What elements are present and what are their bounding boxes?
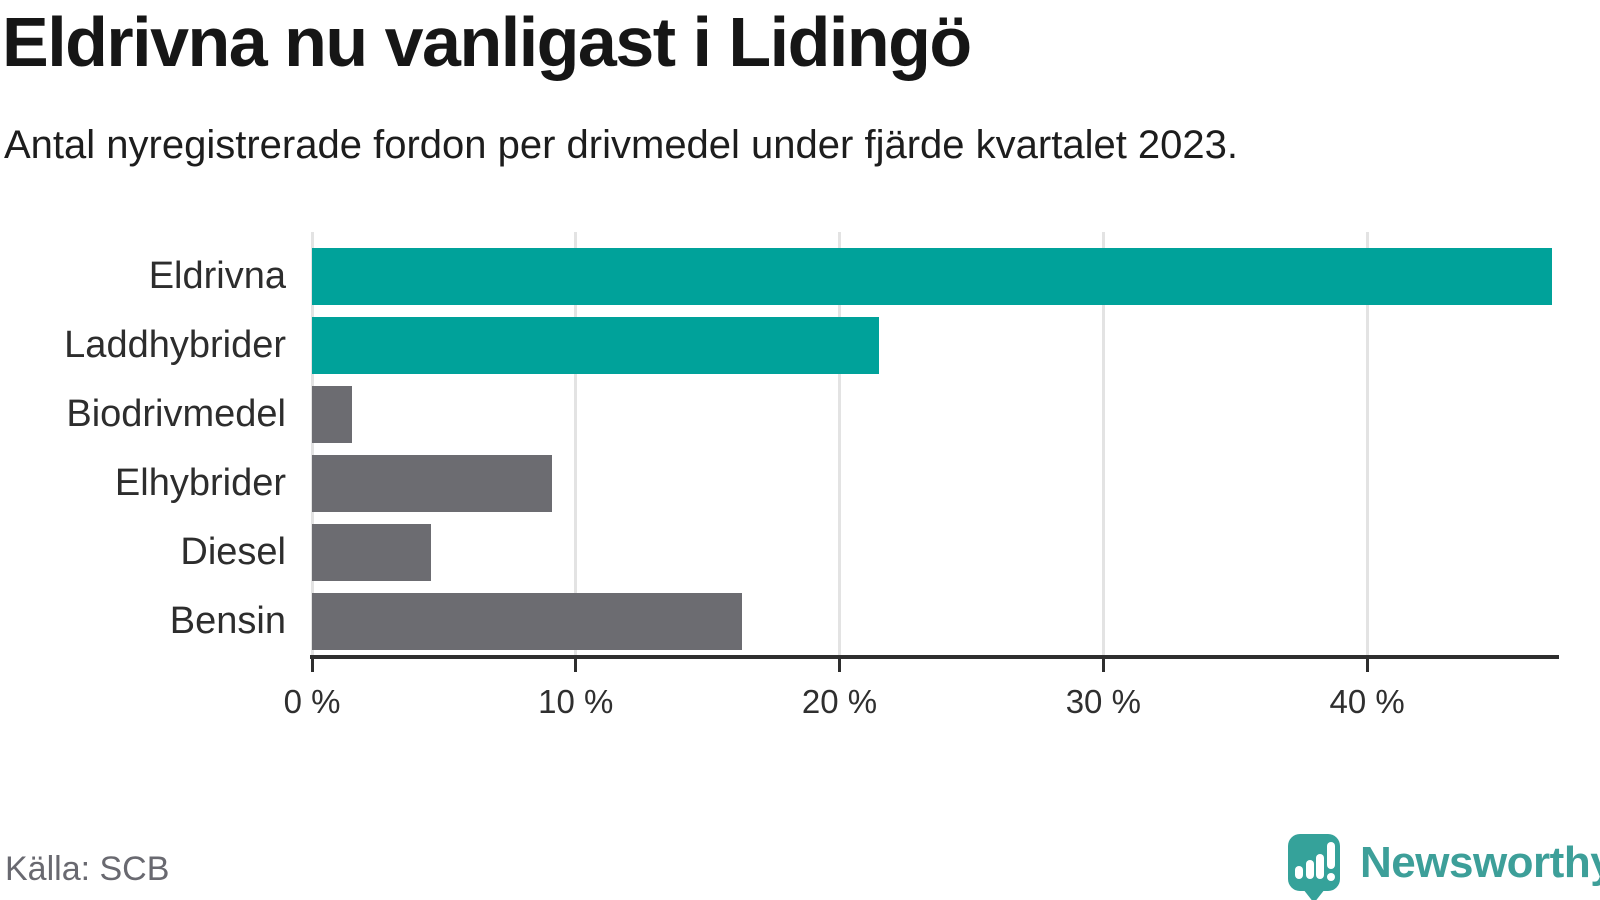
gridline — [310, 232, 314, 655]
logo-chart-bar-icon — [1295, 866, 1303, 879]
x-axis-tick — [574, 655, 578, 672]
x-axis-tick — [838, 655, 842, 672]
x-tick-label: 0 % — [283, 683, 341, 720]
gridline — [1365, 232, 1369, 655]
x-axis-line — [310, 655, 1559, 659]
gridline — [574, 232, 578, 655]
bar-elhybrider — [312, 455, 553, 512]
x-tick-label: 30 % — [1065, 683, 1141, 720]
y-axis-label-bensin: Bensin — [169, 600, 286, 642]
bar-bensin — [312, 593, 742, 650]
plot-area — [310, 232, 1557, 655]
bar-eldrivna — [312, 248, 1552, 305]
logo-exclamation-dot-icon — [1326, 873, 1335, 881]
y-axis-label-elhybrider: Elhybrider — [114, 462, 286, 504]
logo-chart-bar-icon — [1316, 854, 1324, 879]
y-axis-label-biodrivmedel: Biodrivmedel — [66, 393, 286, 435]
source-note: Källa: SCB — [5, 850, 170, 888]
gridline — [1101, 232, 1105, 655]
gridline — [838, 232, 842, 655]
y-axis-labels: Eldrivna Laddhybrider Biodrivmedel Elhybrid… — [0, 232, 286, 655]
x-axis-tick — [310, 655, 314, 672]
x-tick-label: 10 % — [538, 683, 614, 720]
bar-biodrivmedel — [312, 386, 352, 443]
logo-bubble-tail — [1303, 889, 1325, 900]
y-axis-label-diesel: Diesel — [180, 531, 286, 573]
x-axis-tick — [1365, 655, 1369, 672]
y-axis-label-laddhybrider: Laddhybrider — [64, 324, 286, 366]
chart-subtitle: Antal nyregistrerade fordon per drivmede… — [4, 123, 1239, 167]
x-tick-label: 20 % — [801, 683, 878, 720]
bar-diesel — [312, 524, 431, 581]
chart-title: Eldrivna nu vanligast i Lidingö — [2, 3, 972, 81]
logo-chart-bar-icon — [1305, 860, 1314, 879]
newsworthy-speech-bubble-bar-chart-icon — [1288, 834, 1340, 900]
x-tick-label: 40 % — [1329, 683, 1405, 720]
y-axis-label-eldrivna: Eldrivna — [148, 255, 286, 297]
bar-laddhybrider — [312, 317, 880, 374]
logo-exclamation-icon — [1326, 842, 1335, 869]
newsworthy-wordmark: Newsworthy — [1360, 837, 1600, 887]
x-axis-tick — [1101, 655, 1105, 672]
newsworthy-logo: Newsworthy — [1288, 834, 1600, 900]
